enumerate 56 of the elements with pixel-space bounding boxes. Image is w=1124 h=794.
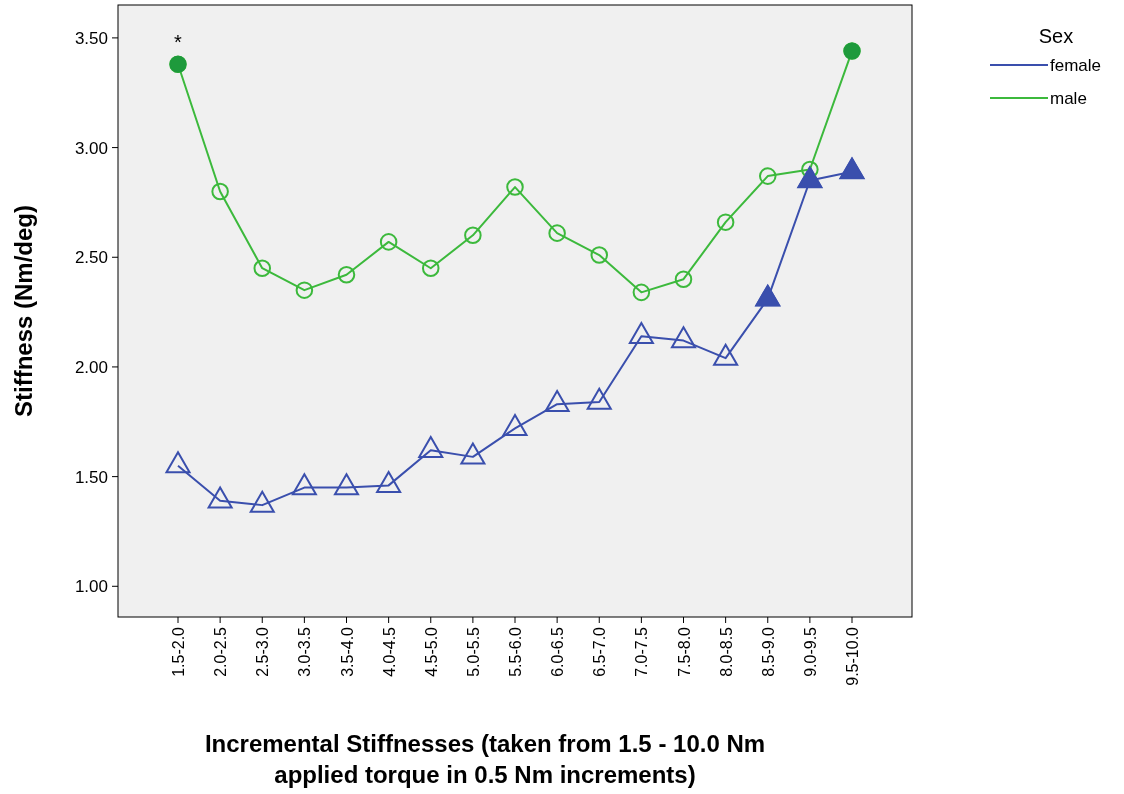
point (502, 414, 528, 437)
x-tick-label: 6.5-7.0 (591, 626, 609, 677)
x-tick-label: 5.5-6.0 (507, 626, 524, 677)
point (337, 266, 356, 284)
point (333, 473, 360, 496)
x-tick-label: 4.0-4.5 (380, 626, 398, 677)
point (758, 167, 777, 185)
x-tick-label: 5.0-5.5 (464, 626, 482, 677)
x-tick-label: 2.5-3.0 (254, 626, 272, 677)
point (418, 435, 444, 458)
x-tick-label: 7.0-7.5 (633, 626, 651, 677)
point (544, 389, 570, 412)
point (291, 473, 317, 496)
y-tick-label: 3.50 (74, 28, 108, 48)
point (632, 283, 651, 302)
point (379, 233, 398, 251)
point (586, 387, 612, 410)
y-axis-title: Stiffness (Nm/deg) (10, 204, 37, 418)
point (165, 451, 191, 474)
x-axis-title: Incremental Stiffnesses (taken from 1.5 - 10.0 Nm applied torque in 0.5 Nm increments) (204, 730, 766, 788)
x-tick-label: 3.5-4.0 (338, 626, 356, 677)
x-tick-label: 7.5-8.0 (675, 626, 693, 677)
y-tick-label: 1.50 (74, 467, 108, 487)
point (211, 182, 229, 201)
point (460, 442, 486, 465)
x-tick-label: 8.0-8.5 (717, 626, 735, 677)
point (590, 246, 609, 264)
annotation: * (174, 31, 183, 54)
y-tick-label: 2.50 (74, 248, 108, 268)
legend-title: Sex (1038, 25, 1074, 47)
y-tick-label: 2.00 (74, 357, 108, 377)
point (253, 259, 272, 277)
point (548, 224, 566, 242)
y-tick-label: 3.00 (74, 138, 108, 158)
point (713, 343, 739, 366)
point (716, 213, 735, 231)
point (207, 486, 233, 509)
x-tick-label: 3.0-3.5 (296, 626, 314, 677)
x-tick-label: 2.0-2.5 (212, 626, 230, 677)
point (376, 471, 402, 494)
point (674, 270, 693, 288)
x-tick-label: 4.5-5.0 (422, 626, 440, 677)
x-tick-label: 6.0-6.5 (549, 626, 567, 677)
y-tick-label: 1.00 (74, 577, 108, 597)
point (464, 226, 482, 245)
legend-label: female (1050, 55, 1102, 75)
x-tick-label: 8.5-9.0 (759, 626, 777, 677)
point (670, 326, 697, 349)
point (506, 178, 524, 196)
point (249, 490, 275, 513)
x-tick-label: 9.5-10.0 (844, 626, 861, 686)
point (295, 281, 314, 299)
x-tick-label: 1.5-2.0 (170, 626, 187, 677)
x-tick-label: 9.0-9.5 (801, 626, 819, 677)
legend-label: male (1050, 88, 1087, 108)
point (421, 259, 440, 277)
